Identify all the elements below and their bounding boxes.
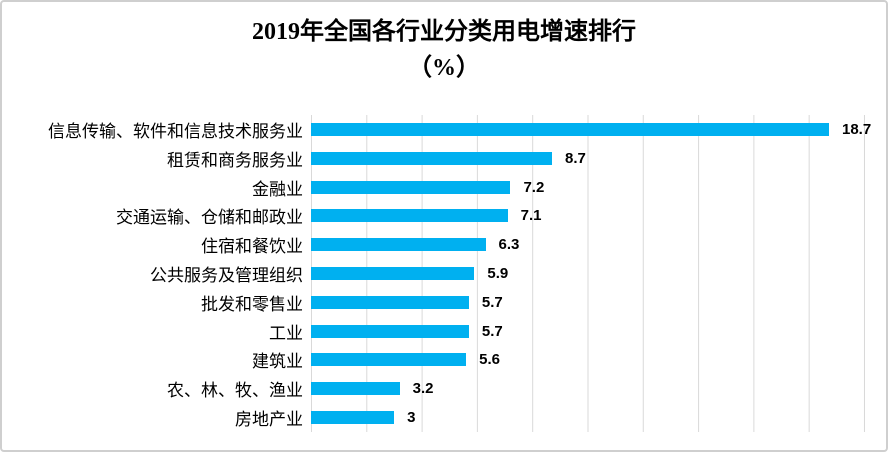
bar-track: 5.7	[311, 288, 865, 317]
category-label: 租赁和商务服务业	[167, 150, 303, 170]
chart-title: 2019年全国各行业分类用电增速排行 （%）	[2, 14, 886, 86]
bar-track: 5.7	[311, 317, 865, 346]
bar	[311, 295, 469, 309]
bar	[311, 209, 508, 223]
chart-row: 建筑业 5.6	[2, 346, 865, 375]
value-label: 18.7	[841, 120, 872, 138]
bar-track: 6.3	[311, 230, 865, 259]
bar	[311, 411, 395, 425]
value-label: 7.2	[523, 178, 545, 196]
bar-track: 7.2	[311, 173, 865, 202]
bar-track: 7.1	[311, 201, 865, 230]
chart-row: 交通运输、仓储和邮政业 7.1	[2, 201, 865, 230]
category-label: 金融业	[252, 179, 303, 199]
value-label: 5.6	[479, 351, 500, 369]
chart-row: 住宿和餐饮业 6.3	[2, 230, 865, 259]
chart-title-line1: 2019年全国各行业分类用电增速排行	[252, 19, 636, 45]
bar-track: 8.7	[311, 144, 865, 173]
value-label: 5.9	[487, 264, 509, 282]
value-label: 8.7	[564, 149, 586, 167]
value-label: 5.7	[481, 293, 503, 311]
value-label: 6.3	[498, 236, 520, 254]
value-label: 5.7	[481, 322, 503, 340]
chart-row: 信息传输、软件和信息技术服务业 18.7	[2, 115, 871, 144]
category-label: 工业	[269, 323, 303, 343]
chart-row: 房地产业 3	[2, 403, 865, 432]
chart-row: 租赁和商务服务业 8.7	[2, 144, 865, 173]
value-label: 7.1	[520, 207, 542, 225]
category-label: 房地产业	[235, 410, 303, 430]
bar	[311, 353, 467, 367]
bar	[311, 382, 400, 396]
bar-track: 18.7	[311, 115, 871, 144]
category-label: 交通运输、仓储和邮政业	[116, 208, 303, 228]
plot-area: 信息传输、软件和信息技术服务业 18.7 租赁和商务服务业 8.7 金融业 7.…	[2, 115, 871, 432]
value-label: 3.2	[412, 380, 434, 398]
chart-title-line2: （%）	[408, 55, 480, 81]
category-label: 住宿和餐饮业	[201, 237, 303, 257]
chart-row: 公共服务及管理组织 5.9	[2, 259, 865, 288]
bar	[311, 151, 552, 165]
bar	[311, 266, 475, 280]
category-label: 信息传输、软件和信息技术服务业	[48, 121, 303, 141]
category-label: 建筑业	[252, 352, 303, 372]
bar-track: 5.9	[311, 259, 865, 288]
bar	[311, 324, 469, 338]
bar-track: 3	[311, 403, 865, 432]
bar-track: 3.2	[311, 374, 865, 403]
bar-track: 5.6	[311, 346, 865, 375]
chart-row: 批发和零售业 5.7	[2, 288, 865, 317]
category-label: 批发和零售业	[201, 294, 303, 314]
bar	[311, 180, 511, 194]
category-label: 农、林、牧、渔业	[167, 381, 303, 401]
bar	[311, 238, 486, 252]
category-label: 公共服务及管理组织	[150, 265, 303, 285]
value-label: 3	[407, 409, 416, 427]
chart-row: 工业 5.7	[2, 317, 865, 346]
chart-row: 金融业 7.2	[2, 173, 865, 202]
bar	[311, 122, 829, 136]
chart-row: 农、林、牧、渔业 3.2	[2, 374, 865, 403]
